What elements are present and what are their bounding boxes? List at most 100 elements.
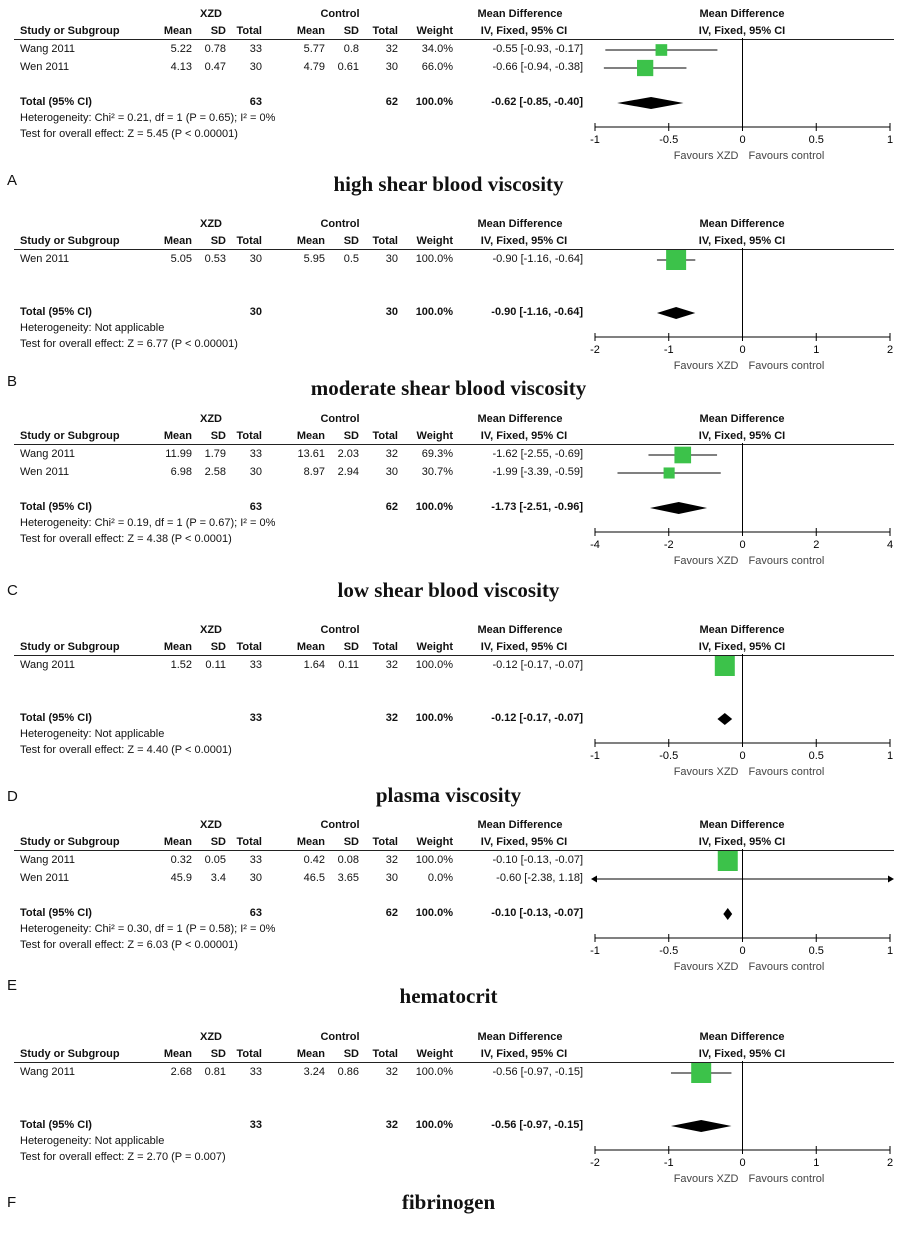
control-sd: 0.86: [337, 1066, 359, 1078]
xzd-mean: 4.13: [170, 61, 192, 73]
control-sd: 3.65: [337, 872, 359, 884]
total-label: Total (95% CI): [20, 712, 92, 724]
total-weight: 100.0%: [415, 712, 453, 724]
sd2-header: SD: [343, 235, 359, 247]
effect-column-subtitle: IV, Fixed, 95% CI: [480, 25, 568, 37]
total2-header: Total: [372, 836, 398, 848]
x-tick-label: 0.5: [809, 134, 824, 146]
x-tick-label: -2: [590, 344, 600, 356]
total-label: Total (95% CI): [20, 501, 92, 513]
study-name: Wang 2011: [20, 43, 76, 55]
total2-header: Total: [372, 430, 398, 442]
plot-column-title: Mean Difference: [699, 624, 785, 636]
xzd-total: 30: [249, 253, 262, 265]
effect-column-subtitle: IV, Fixed, 95% CI: [480, 836, 568, 848]
header-rule: [14, 1062, 894, 1063]
group2-header: Control: [320, 413, 360, 425]
study-weight: 69.3%: [421, 448, 453, 460]
xzd-sd: 0.05: [204, 854, 226, 866]
x-tick-label: -0.5: [659, 750, 678, 762]
plot-column-title: Mean Difference: [699, 413, 785, 425]
control-mean: 0.42: [303, 854, 325, 866]
plot-column-title: Mean Difference: [699, 8, 785, 20]
x-tick-label: -2: [664, 539, 674, 551]
panel-letter: A: [7, 172, 18, 189]
study-effect-ci: -1.62 [-2.55, -0.69]: [492, 448, 584, 460]
control-mean: 3.24: [303, 1066, 325, 1078]
weight-header: Weight: [416, 641, 453, 653]
study-effect-ci: -0.55 [-0.93, -0.17]: [492, 43, 584, 55]
sd1-header: SD: [210, 430, 226, 442]
favours-left-label: Favours XZD: [674, 961, 739, 973]
control-sd: 0.5: [343, 253, 359, 265]
plot-column-subtitle: IV, Fixed, 95% CI: [698, 836, 786, 848]
mean1-header: Mean: [163, 836, 192, 848]
effect-column-title: Mean Difference: [477, 819, 563, 831]
study-weight: 100.0%: [415, 253, 453, 265]
study-name: Wen 2011: [20, 872, 70, 884]
pooled-effect-diamond: [656, 307, 696, 319]
mean1-header: Mean: [163, 25, 192, 37]
sd1-header: SD: [210, 641, 226, 653]
x-tick-label: 0.5: [809, 945, 824, 957]
control-sd: 0.61: [337, 61, 359, 73]
sd2-header: SD: [343, 25, 359, 37]
mean2-header: Mean: [296, 430, 325, 442]
study-weight: 30.7%: [421, 466, 453, 478]
xzd-total: 33: [249, 854, 262, 866]
total-weight: 100.0%: [415, 96, 453, 108]
total-label: Total (95% CI): [20, 1119, 92, 1131]
total-weight: 100.0%: [415, 907, 453, 919]
study-name: Wang 2011: [20, 1066, 76, 1078]
x-tick-label: -2: [590, 1157, 600, 1169]
ci-arrow-right: [888, 875, 894, 883]
total-control-n: 30: [385, 306, 398, 318]
plot-column-subtitle: IV, Fixed, 95% CI: [698, 430, 786, 442]
x-tick-label: 1: [813, 344, 819, 356]
pooled-effect-diamond: [670, 1120, 732, 1132]
control-total: 32: [385, 854, 398, 866]
x-tick-label: -0.5: [659, 134, 678, 146]
study-weight-square: [655, 44, 668, 56]
favours-right-label: Favours control: [749, 555, 825, 567]
group1-header: XZD: [200, 218, 222, 230]
sd1-header: SD: [210, 235, 226, 247]
study-weight: 100.0%: [415, 854, 453, 866]
study-header: Study or Subgroup: [20, 235, 120, 247]
group2-header: Control: [320, 1031, 360, 1043]
group1-header: XZD: [200, 624, 222, 636]
panel-caption: high shear blood viscosity: [333, 172, 564, 196]
sd2-header: SD: [343, 836, 359, 848]
total-xzd-n: 63: [249, 907, 262, 919]
panel-caption: hematocrit: [399, 984, 498, 1008]
x-tick-label: -1: [590, 945, 600, 957]
control-total: 32: [385, 1066, 398, 1078]
sd2-header: SD: [343, 430, 359, 442]
total-label: Total (95% CI): [20, 306, 92, 318]
x-tick-label: 1: [887, 134, 893, 146]
x-tick-label: 2: [887, 344, 893, 356]
total-effect-ci: -0.12 [-0.17, -0.07]: [491, 712, 583, 724]
total-xzd-n: 33: [249, 1119, 262, 1131]
sd1-header: SD: [210, 25, 226, 37]
study-effect-ci: -1.99 [-3.39, -0.59]: [492, 466, 584, 478]
total2-header: Total: [372, 1048, 398, 1060]
total-label: Total (95% CI): [20, 907, 92, 919]
overall-effect-text: Test for overall effect: Z = 6.03 (P < 0…: [20, 939, 238, 951]
panel-caption: plasma viscosity: [375, 783, 522, 807]
study-weight-square: [666, 250, 687, 270]
panel-caption: moderate shear blood viscosity: [310, 376, 587, 400]
plot-column-subtitle: IV, Fixed, 95% CI: [698, 1048, 786, 1060]
pooled-effect-diamond: [617, 97, 684, 109]
xzd-mean: 2.68: [170, 1066, 192, 1078]
xzd-mean: 45.9: [170, 872, 192, 884]
total-control-n: 32: [385, 712, 398, 724]
study-weight-square: [691, 1063, 712, 1083]
panel-letter: C: [7, 582, 18, 599]
control-sd: 2.03: [337, 448, 359, 460]
xzd-mean: 5.05: [170, 253, 192, 265]
pooled-effect-diamond: [649, 502, 708, 514]
study-weight-square: [663, 467, 675, 479]
x-tick-label: 4: [887, 539, 893, 551]
favours-left-label: Favours XZD: [674, 150, 739, 162]
